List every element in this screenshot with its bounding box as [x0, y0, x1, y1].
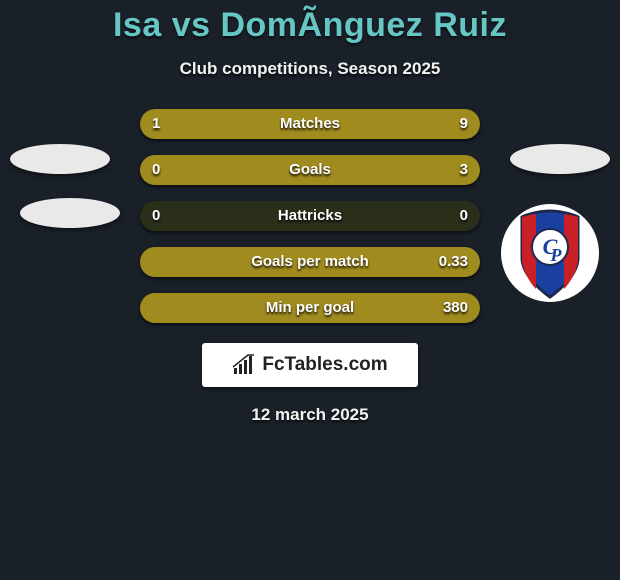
player1-club-placeholder [20, 163, 120, 263]
club-crest-icon: C P [500, 203, 600, 303]
stat-label: Hattricks [140, 201, 480, 231]
stat-row: 0 Goals 3 [140, 155, 480, 185]
stat-rows: 1 Matches 9 0 Goals 3 0 Hattricks 0 [140, 109, 480, 323]
stat-row: 1 Matches 9 [140, 109, 480, 139]
page-subtitle: Club competitions, Season 2025 [0, 59, 620, 79]
brand-logo-box: FcTables.com [202, 343, 418, 387]
stat-row: 0 Hattricks 0 [140, 201, 480, 231]
stat-value-right: 0.33 [439, 247, 468, 277]
comparison-infographic: Isa vs DomÃ­nguez Ruiz Club competitions… [0, 0, 620, 580]
svg-text:P: P [550, 245, 563, 265]
ellipse-placeholder [20, 198, 120, 228]
stat-value-right: 9 [460, 109, 468, 139]
content-area: C P 1 Matches 9 0 Goals 3 [0, 109, 620, 425]
ellipse-placeholder [510, 144, 610, 174]
player2-club-crest: C P [500, 203, 600, 303]
page-title: Isa vs DomÃ­nguez Ruiz [0, 0, 620, 45]
date-text: 12 march 2025 [0, 405, 620, 425]
stat-row: Goals per match 0.33 [140, 247, 480, 277]
stat-label: Goals per match [140, 247, 480, 277]
bar-chart-icon [232, 354, 258, 376]
stat-label: Min per goal [140, 293, 480, 323]
stat-label: Goals [140, 155, 480, 185]
brand-text: FcTables.com [262, 354, 387, 376]
stat-value-right: 380 [443, 293, 468, 323]
stat-value-right: 0 [460, 201, 468, 231]
stat-value-right: 3 [460, 155, 468, 185]
stat-row: Min per goal 380 [140, 293, 480, 323]
player2-photo-placeholder [510, 109, 610, 209]
stat-label: Matches [140, 109, 480, 139]
